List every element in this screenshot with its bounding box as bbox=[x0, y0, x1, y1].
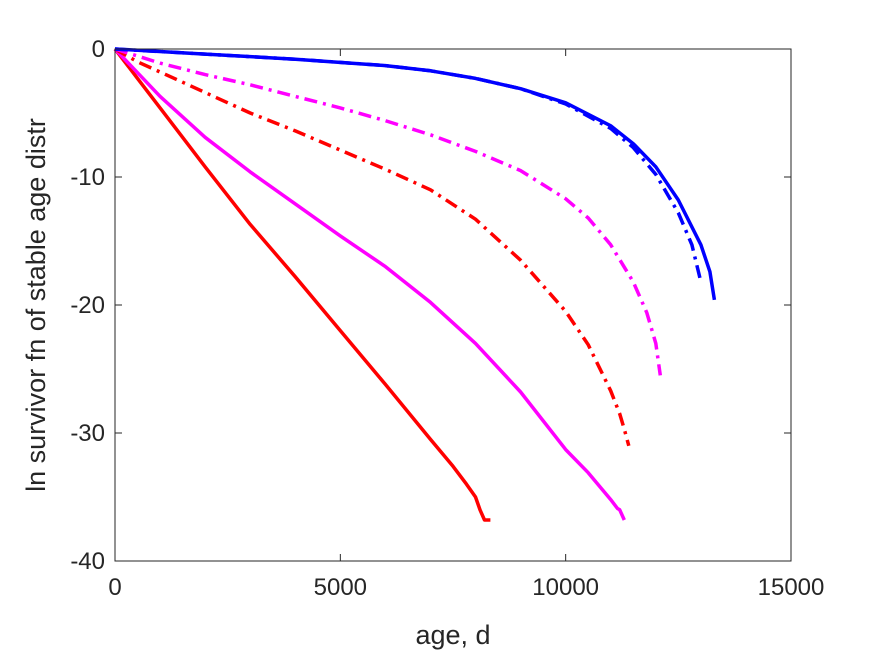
y-tick-label: -40 bbox=[70, 548, 105, 575]
x-tick-label: 15000 bbox=[758, 574, 825, 601]
x-tick-label: 10000 bbox=[532, 574, 599, 601]
series-line-5 bbox=[114, 47, 717, 301]
y-tick-label: -20 bbox=[70, 292, 105, 319]
y-tick-label: 0 bbox=[92, 36, 105, 63]
series-line-1 bbox=[113, 47, 491, 522]
series-line-4 bbox=[114, 47, 663, 376]
plot-lines bbox=[113, 47, 717, 522]
x-tick-label: 5000 bbox=[314, 574, 367, 601]
y-tick-label: -30 bbox=[70, 420, 105, 447]
x-axis-label: age, d bbox=[415, 620, 490, 650]
series-line-3 bbox=[114, 47, 631, 447]
series-line-2 bbox=[113, 47, 626, 521]
y-tick-label: -10 bbox=[70, 164, 105, 191]
y-axis-label: ln survivor fn of stable age distr bbox=[21, 118, 51, 492]
x-tick-label: 0 bbox=[108, 574, 121, 601]
axis-ticks: 0 5000 10000 15000 0 -10 -20 -30 -40 bbox=[70, 36, 824, 601]
series-line-6 bbox=[114, 47, 703, 283]
plot-area-frame bbox=[114, 48, 792, 562]
